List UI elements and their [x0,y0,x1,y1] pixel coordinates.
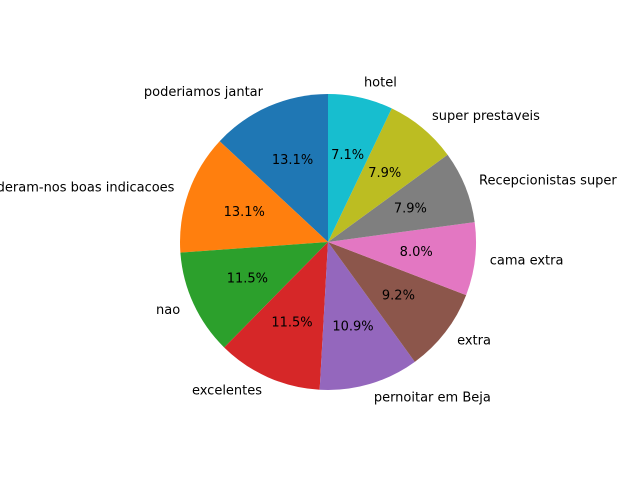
pie-slice-percent-9: 7.1% [331,148,364,163]
pie-slice-percent-0: 13.1% [272,153,313,168]
pie-slice-percent-7: 7.9% [394,201,427,216]
pie-slice-percent-5: 9.2% [382,289,415,304]
pie-slice-percent-3: 11.5% [271,316,312,331]
pie-labels: 13.1% poderiamos jantar 13.1% deram-nos boa… [0,76,617,406]
pie-slice-label-1: deram-nos boas indicacoes [0,180,175,195]
pie-slice-percent-6: 8.0% [400,245,433,260]
pie-slice-9 [328,94,392,242]
pie-slice-3 [224,242,328,390]
pie-slice-percent-2: 11.5% [227,272,268,287]
pie-slice-7 [328,154,475,242]
pie-slice-percent-1: 13.1% [224,205,265,220]
pie-slice-label-4: pernoitar em Beja [374,391,491,406]
pie-slice-label-5: extra [457,334,491,349]
pie-slice-label-9: hotel [364,76,397,91]
pie-slice-2 [180,242,328,348]
pie-slice-0 [219,94,328,242]
pie-slice-4 [319,242,415,390]
pie-slice-6 [328,222,477,296]
pie-slice-1 [179,141,328,253]
pie-slice-label-2: nao [156,303,180,318]
pie-slice-8 [328,108,448,243]
pie-slice-label-7: Recepcionistas super [479,174,617,189]
pie-slice-label-3: excelentes [192,383,262,398]
pie-slice-label-8: super prestaveis [432,109,540,124]
pie-slice-label-0: poderiamos jantar [144,85,264,100]
pie-slice-5 [328,242,467,362]
pie-slice-percent-8: 7.9% [368,166,401,181]
pie-slice-label-6: cama extra [490,253,564,268]
pie-slices [179,94,477,390]
pie-slice-percent-4: 10.9% [332,320,373,335]
